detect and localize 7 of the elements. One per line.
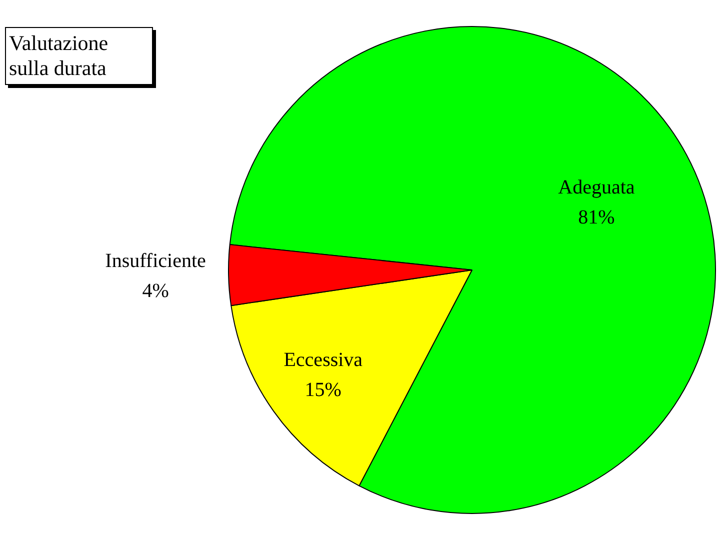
data-label: 15% [304, 379, 342, 402]
data-label: 81% [578, 206, 615, 229]
slice-label: Eccessiva [284, 349, 363, 372]
data-label: 4% [142, 280, 169, 302]
text: Valutazione sulla durata [5, 27, 153, 85]
slice-label: Insufficiente [105, 250, 206, 272]
slice-label: Adeguata [558, 176, 635, 199]
